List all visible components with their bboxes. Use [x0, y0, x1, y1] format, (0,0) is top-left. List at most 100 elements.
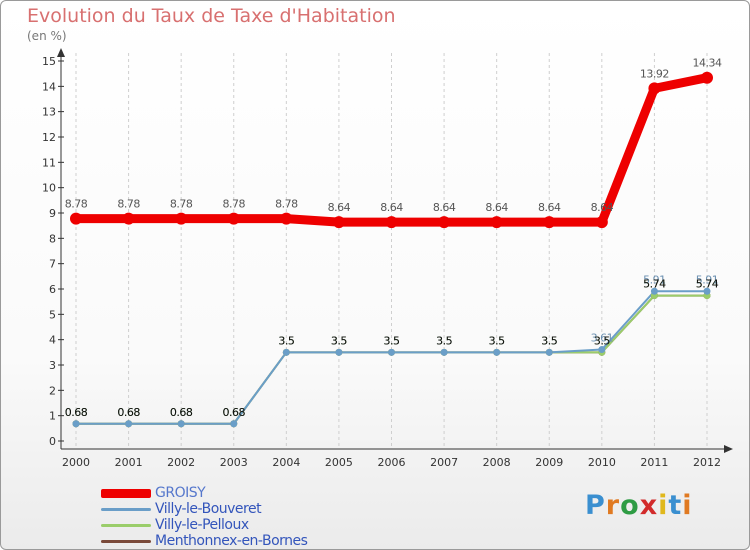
data-label: 8.64: [380, 201, 403, 214]
y-tick-label: 13: [42, 106, 56, 119]
legend-swatch: [101, 488, 151, 498]
legend-label: GROISY: [155, 485, 206, 501]
y-tick-label: 1: [49, 410, 56, 423]
data-point: [595, 216, 608, 229]
data-point: [438, 216, 451, 229]
legend-label: Menthonnex-en-Bornes: [155, 533, 308, 549]
data-label: 0.68: [117, 406, 140, 419]
y-tick-label: 15: [42, 55, 56, 68]
legend-item: Menthonnex-en-Bornes: [101, 533, 308, 549]
data-point: [543, 216, 556, 229]
x-tick-label: 2004: [272, 456, 300, 469]
data-label: 3.5: [331, 334, 347, 347]
data-label: 5.74: [696, 278, 719, 291]
data-label: 0.68: [170, 406, 193, 419]
legend: GROISY Villy-le-Bouveret Villy-le-Pelloux M…: [101, 485, 308, 549]
data-label: 3.5: [278, 334, 294, 347]
data-label: 3.5: [384, 334, 400, 347]
data-label: 8.78: [170, 198, 193, 211]
data-point: [701, 71, 713, 84]
data-label: 3.5: [278, 334, 294, 347]
data-point: [648, 82, 661, 95]
data-point: [227, 212, 240, 225]
x-tick-label: 2001: [115, 456, 143, 469]
y-tick-label: 4: [49, 334, 56, 347]
data-label: 8.78: [117, 198, 140, 211]
legend-swatch: [101, 539, 151, 543]
data-label: 3.5: [541, 334, 557, 347]
legend-swatch: [101, 523, 151, 527]
chart-unit: (en %): [27, 29, 67, 43]
y-tick-label: 6: [49, 283, 56, 296]
x-axis-arrow: [724, 445, 733, 453]
y-tick-label: 2: [49, 384, 56, 397]
data-label: 8.78: [65, 198, 88, 211]
data-point: [545, 348, 553, 356]
logo-letter: r: [605, 490, 621, 521]
data-label: 8.78: [275, 198, 298, 211]
y-tick-label: 0: [49, 435, 56, 448]
data-point: [335, 348, 343, 356]
data-label: 0.68: [65, 406, 88, 419]
data-label: 3.5: [331, 334, 347, 347]
legend-item: Villy-le-Bouveret: [101, 501, 307, 517]
data-point: [175, 212, 188, 225]
data-label: 3.5: [489, 334, 505, 347]
y-tick-label: 9: [49, 207, 56, 220]
data-label: 3.5: [436, 334, 452, 347]
x-tick-label: 2010: [588, 456, 616, 469]
data-label: 13.92: [640, 67, 669, 80]
data-label: 3.5: [594, 334, 610, 347]
y-tick-label: 12: [42, 131, 56, 144]
y-tick-label: 14: [42, 80, 56, 93]
data-point: [650, 287, 658, 295]
data-label: 5.74: [643, 278, 666, 291]
data-label: 0.68: [65, 406, 88, 419]
x-tick-label: 2011: [640, 456, 668, 469]
y-tick-label: 11: [42, 156, 56, 169]
y-tick-label: 8: [49, 232, 56, 245]
data-point: [388, 348, 395, 356]
data-label: 8.64: [433, 201, 456, 214]
logo-letter: i: [682, 490, 693, 521]
data-label: 5.74: [696, 278, 719, 291]
data-label: 8.64: [591, 201, 614, 214]
data-point: [280, 212, 293, 225]
logo-letter: x: [639, 490, 659, 521]
data-label: 3.5: [384, 334, 400, 347]
data-label: 5.91: [643, 273, 666, 286]
data-label: 0.68: [117, 406, 140, 419]
y-tick-label: 3: [49, 359, 56, 372]
data-point: [598, 346, 606, 354]
data-label: 3.5: [489, 334, 505, 347]
data-label: 3.5: [436, 334, 452, 347]
logo-letter: t: [668, 490, 683, 521]
data-point: [72, 420, 80, 428]
data-label: 8.64: [328, 201, 351, 214]
logo-letter: P: [585, 490, 606, 521]
data-label: 0.68: [117, 406, 140, 419]
data-label: 0.68: [223, 406, 246, 419]
data-label: 3.5: [594, 334, 610, 347]
data-label: 3.5: [489, 334, 505, 347]
legend-item: Villy-le-Pelloux: [101, 517, 307, 533]
data-label: 8.78: [223, 198, 246, 211]
y-tick-label: 5: [49, 308, 56, 321]
data-point: [70, 212, 82, 225]
x-tick-label: 2008: [483, 456, 511, 469]
legend-label: Villy-le-Pelloux: [155, 517, 249, 533]
data-label: 8.64: [485, 201, 508, 214]
chart-title: Evolution du Taux de Taxe d'Habitation: [27, 5, 396, 27]
y-tick-label: 10: [42, 182, 56, 195]
data-label: 3.5: [436, 334, 452, 347]
data-label: 0.68: [170, 406, 193, 419]
y-tick-label: 7: [49, 258, 56, 271]
legend-label: Villy-le-Bouveret: [155, 501, 262, 517]
data-point: [332, 216, 345, 229]
data-label: 5.74: [643, 278, 666, 291]
data-point: [177, 420, 185, 428]
data-label: 0.68: [170, 406, 193, 419]
x-tick-label: 2003: [220, 456, 248, 469]
